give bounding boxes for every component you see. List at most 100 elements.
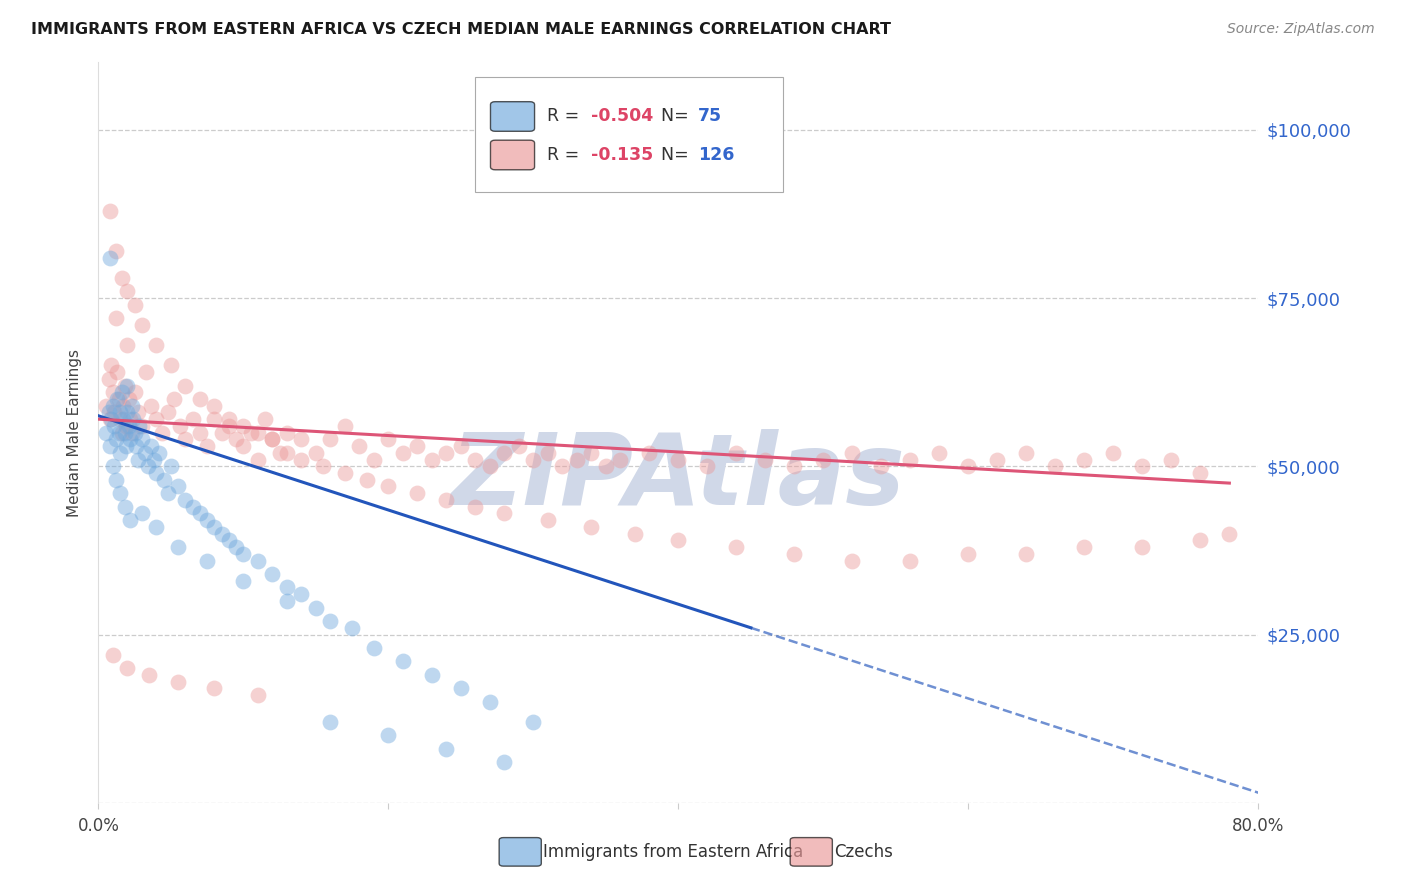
Text: R =: R = [547,108,585,126]
Point [101,648,124,662]
Point [262,566,284,581]
Point [163,392,186,406]
Point [276,581,298,595]
Point [104,311,127,326]
Point [117,661,139,675]
Point [115,439,138,453]
Point [609,452,631,467]
Point [98,412,121,426]
Point [157,486,180,500]
Text: 75: 75 [699,108,723,126]
Text: -0.135: -0.135 [592,146,654,164]
Point [157,405,180,419]
Point [97,372,120,386]
Point [94,399,117,413]
Text: Czechs: Czechs [834,843,893,861]
Point [204,412,226,426]
Point [436,742,458,756]
Point [305,600,328,615]
Text: Source: ZipAtlas.com: Source: ZipAtlas.com [1227,22,1375,37]
Point [1218,526,1240,541]
Point [181,412,204,426]
Text: Immigrants from Eastern Africa: Immigrants from Eastern Africa [543,843,803,861]
Point [1015,547,1038,561]
Point [111,385,132,400]
Point [195,513,218,527]
Point [118,418,141,433]
Point [115,418,138,433]
Point [356,473,378,487]
Point [1102,446,1125,460]
Point [666,533,689,548]
Point [464,500,486,514]
Point [269,446,291,460]
Text: ZIPAtlas: ZIPAtlas [451,428,905,525]
Point [131,433,153,447]
Point [392,446,415,460]
Point [537,513,560,527]
Point [1073,452,1095,467]
FancyBboxPatch shape [475,78,783,192]
Point [124,298,146,312]
Point [124,385,146,400]
Point [112,399,135,413]
Point [232,439,254,453]
Point [464,452,486,467]
Point [494,446,516,460]
Point [121,425,143,440]
Point [101,399,124,413]
Point [377,479,399,493]
Point [450,439,472,453]
Text: N=: N= [661,108,695,126]
Point [478,695,501,709]
Point [333,418,356,433]
Point [108,405,131,419]
Point [870,459,893,474]
Point [340,621,363,635]
Point [211,425,233,440]
Point [841,553,863,567]
Point [478,459,501,474]
Point [392,655,415,669]
Point [666,452,689,467]
Point [152,473,174,487]
Point [204,520,226,534]
Point [103,418,125,433]
Point [957,459,980,474]
Point [900,452,922,467]
Point [105,392,128,406]
Point [420,668,443,682]
Point [377,729,399,743]
Point [160,459,183,474]
Point [104,433,127,447]
Point [120,433,142,447]
Point [195,439,218,453]
Point [174,492,197,507]
Point [120,513,142,527]
Point [128,418,150,433]
Point [225,540,247,554]
Point [436,492,458,507]
Point [783,459,806,474]
Point [420,452,443,467]
Point [97,405,120,419]
Point [105,365,128,379]
Point [98,251,121,265]
Point [117,338,139,352]
Point [211,526,233,541]
Point [246,553,269,567]
Point [1045,459,1067,474]
Point [508,439,530,453]
Point [813,452,835,467]
Point [167,674,190,689]
Point [581,446,603,460]
Point [494,756,516,770]
Point [204,681,226,696]
Point [127,452,149,467]
Point [131,418,153,433]
Point [218,412,240,426]
Point [305,446,328,460]
Point [319,433,342,447]
Point [111,425,132,440]
Point [145,466,167,480]
